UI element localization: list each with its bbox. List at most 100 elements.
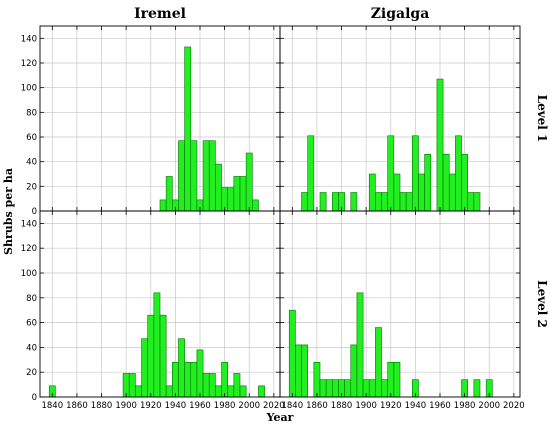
histogram-bar bbox=[344, 379, 352, 398]
histogram-bar bbox=[393, 361, 401, 398]
x-axis-label: Year bbox=[266, 411, 294, 424]
histogram-bar bbox=[147, 314, 155, 398]
row-title-level-1: Level 1 bbox=[535, 95, 549, 143]
histogram-bar bbox=[202, 373, 210, 398]
histogram-bar bbox=[301, 192, 308, 212]
histogram-bar bbox=[442, 153, 450, 212]
y-tick-label: 100 bbox=[21, 84, 37, 94]
x-tick-label: 1860 bbox=[66, 401, 88, 411]
histogram-bar bbox=[190, 140, 198, 212]
histogram-bar bbox=[215, 163, 222, 212]
histogram-bar bbox=[448, 173, 456, 212]
x-tick-label: 1880 bbox=[91, 401, 113, 411]
histogram-bar bbox=[301, 344, 308, 398]
histogram-bar bbox=[141, 338, 148, 398]
histogram-bar bbox=[412, 135, 419, 212]
y-tick-label: 20 bbox=[26, 368, 37, 378]
histogram-bar bbox=[467, 192, 475, 212]
histogram-bar bbox=[381, 192, 388, 212]
histogram-bar bbox=[178, 140, 185, 212]
histogram-bar bbox=[208, 373, 216, 398]
x-tick-label: 1960 bbox=[189, 401, 211, 411]
histogram-bar bbox=[473, 379, 481, 398]
y-tick-label: 60 bbox=[26, 133, 37, 143]
y-tick-label: 120 bbox=[21, 244, 37, 254]
x-tick-label: 2020 bbox=[503, 401, 525, 411]
y-tick-label: 80 bbox=[26, 108, 37, 118]
histogram-bar bbox=[184, 46, 192, 212]
y-tick-label: 40 bbox=[26, 343, 37, 353]
x-tick-label: 1900 bbox=[355, 401, 377, 411]
histogram-bar bbox=[252, 199, 259, 212]
histogram-bar bbox=[368, 173, 376, 212]
histogram-bar bbox=[350, 192, 358, 212]
x-tick-label: 1840 bbox=[281, 401, 303, 411]
histogram-bar bbox=[227, 187, 235, 212]
histogram-bar bbox=[221, 361, 228, 398]
panel-zigalga-level-2: 1840 1860 1880 1900 1920 1940 1960 1980 2000 2020 bbox=[279, 210, 525, 411]
histogram-bar bbox=[233, 176, 241, 212]
histogram-bar bbox=[159, 314, 167, 398]
y-axis-label: Shrubs per ha bbox=[2, 168, 15, 255]
panel-frame bbox=[279, 210, 521, 398]
histogram-bar bbox=[184, 361, 192, 398]
histogram-bar bbox=[387, 135, 395, 212]
panel-zigalga-level-1 bbox=[279, 25, 521, 212]
column-title-zigalga: Zigalga bbox=[371, 6, 430, 22]
histogram-bar bbox=[245, 152, 253, 212]
histogram-bar bbox=[455, 135, 462, 212]
y-tick-label: 140 bbox=[21, 34, 37, 44]
histogram-bar bbox=[399, 192, 407, 212]
histogram-bar bbox=[332, 192, 339, 212]
y-tick-label: 60 bbox=[26, 319, 37, 329]
histogram-bar bbox=[233, 373, 241, 398]
histogram-bar bbox=[405, 192, 413, 212]
x-tick-label: 1940 bbox=[405, 401, 427, 411]
y-tick-label: 80 bbox=[26, 294, 37, 304]
y-tick-label: 40 bbox=[26, 158, 37, 168]
histogram-bar bbox=[258, 385, 265, 398]
histogram-bar bbox=[381, 379, 388, 398]
x-tick-label: 1840 bbox=[41, 401, 63, 411]
histogram-bar bbox=[196, 349, 204, 398]
histogram-bar bbox=[368, 379, 376, 398]
x-tick-label: 2020 bbox=[263, 401, 285, 411]
histogram-bar bbox=[239, 385, 247, 398]
histogram-bar bbox=[424, 153, 432, 212]
histogram-bar bbox=[215, 385, 222, 398]
x-tick-label: 1980 bbox=[454, 401, 476, 411]
y-tick-label: 140 bbox=[21, 219, 37, 229]
x-tick-label: 1880 bbox=[331, 401, 353, 411]
histogram-bar bbox=[165, 385, 173, 398]
histogram-bar bbox=[190, 361, 198, 398]
x-tick-label: 1980 bbox=[214, 401, 236, 411]
histogram-bar bbox=[307, 135, 315, 212]
column-title-iremel: Iremel bbox=[134, 6, 186, 22]
histogram-bar bbox=[159, 199, 167, 212]
histogram-bar bbox=[288, 309, 296, 398]
histogram-bar bbox=[227, 385, 235, 398]
row-title-level-2: Level 2 bbox=[535, 280, 549, 328]
x-tick-label: 2000 bbox=[478, 401, 500, 411]
y-tick-label: 20 bbox=[26, 182, 37, 192]
histogram-bar bbox=[387, 361, 395, 398]
histogram-bar bbox=[178, 338, 185, 398]
histogram-bar bbox=[473, 192, 481, 212]
x-tick-label: 1940 bbox=[165, 401, 187, 411]
x-tick-label: 1920 bbox=[380, 401, 402, 411]
histogram-bar bbox=[319, 379, 327, 398]
histogram-bar bbox=[313, 361, 321, 398]
histogram-bar bbox=[418, 173, 425, 212]
histogram-bar bbox=[350, 344, 358, 398]
histogram-bar bbox=[153, 292, 161, 398]
histogram-bar bbox=[128, 373, 136, 398]
y-tick-label: 100 bbox=[21, 269, 37, 279]
x-tick-label: 1920 bbox=[140, 401, 162, 411]
x-tick-label: 1900 bbox=[115, 401, 137, 411]
y-tick-label: 0 bbox=[32, 393, 37, 403]
histogram-bar bbox=[172, 361, 179, 398]
histogram-bar bbox=[375, 192, 382, 212]
histogram-bar bbox=[208, 140, 216, 212]
